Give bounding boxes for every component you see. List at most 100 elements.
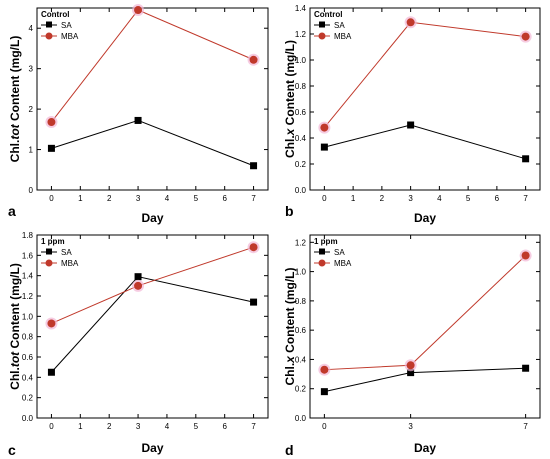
legend-label-sa: SA [334,21,345,30]
series-line-mba [323,21,526,128]
y-tick-label: 0.6 [295,108,307,117]
y-tick-label: 1.0 [295,268,307,277]
data-point-sa [320,143,328,151]
x-tick-label: 5 [194,422,199,431]
x-tick-label: 3 [408,194,413,203]
data-point-mba [320,365,329,374]
y-tick-label: 3 [29,65,34,74]
legend-marker-mba [318,259,326,267]
legend-marker-mba [318,32,326,40]
y-tick-label: 0.6 [295,326,307,335]
series-line-sa [324,367,526,393]
x-tick-label: 6 [222,194,227,203]
y-tick-label: 0.2 [295,385,307,394]
legend-label-mba: MBA [334,259,352,268]
series-line-sa [51,119,254,167]
x-axis-title: Day [414,441,436,455]
y-tick-label: 0.0 [295,186,307,195]
series-line-mba [51,246,254,324]
panel-letter: a [8,203,16,219]
data-point-sa [47,368,55,376]
chart-panel-d: 0 3 7 0.0 0.2 0.4 0.6 0.8 1.0 1.2 Day Chl.x Content… [283,234,541,458]
legend-marker-sa [46,21,52,28]
series-line-sa [324,124,526,160]
panel-letter: d [285,442,294,458]
plot-frame [309,234,541,419]
data-point-sa [250,162,258,170]
x-tick-label: 3 [136,422,141,431]
y-tick-label: 1.2 [295,30,307,39]
data-point-mba [406,361,415,370]
x-tick-label: 5 [466,194,471,203]
data-point-mba [249,55,258,64]
data-point-sa [134,273,142,281]
y-tick-label: 1.2 [22,292,34,301]
x-tick-label: 3 [136,194,141,203]
x-tick-label: 7 [523,422,528,431]
legend-label-sa: SA [334,248,345,257]
chart-panel-c: 0 1 2 3 4 5 6 7 0.0 0.2 0.4 0.6 0.8 1.0 1.2 1.4 1.6 1.8 Da… [8,231,269,458]
x-tick-label: 7 [251,422,256,431]
x-tick-label: 1 [78,194,83,203]
y-axis-title: Chl.tot Content (mg/L) [8,263,22,390]
data-point-mba [134,6,143,15]
x-tick-label: 3 [408,422,413,431]
x-tick-label: 1 [351,194,356,203]
x-tick-label: 4 [437,194,442,203]
y-tick-label: 1.8 [22,231,34,240]
x-tick-label: 6 [222,422,227,431]
plot-frame [309,7,541,191]
y-tick-label: 1.0 [295,56,307,65]
y-tick-label: 0.2 [295,160,307,169]
data-point-mba [47,118,56,127]
legend-marker-sa [319,248,325,255]
y-tick-label: 1.2 [295,238,307,247]
x-tick-label: 6 [495,194,500,203]
plot-frame [36,234,269,419]
y-tick-label: 1 [29,146,34,155]
x-tick-label: 0 [49,194,54,203]
x-tick-label: 2 [107,194,112,203]
x-tick-label: 0 [49,422,54,431]
legend-label-mba: MBA [61,32,79,41]
y-tick-label: 0.8 [295,82,307,91]
y-tick-label: 0.8 [22,333,34,342]
y-tick-label: 0.2 [22,394,34,403]
legend-title: 1 ppm [41,237,65,246]
data-point-sa [407,121,415,129]
y-axis-title: Chl.x Content (mg/L) [283,267,297,385]
data-point-sa [407,369,415,377]
x-tick-label: 2 [107,422,112,431]
y-tick-label: 0.4 [22,373,34,382]
data-point-sa [320,388,328,396]
legend-marker-sa [319,21,325,28]
x-axis-title: Day [141,211,163,225]
x-tick-label: 0 [322,194,327,203]
y-tick-label: 0 [29,186,34,195]
x-tick-label: 7 [251,194,256,203]
data-point-mba [521,251,530,260]
legend-label-sa: SA [61,248,72,257]
legend-title: Control [41,10,69,19]
x-tick-label: 7 [523,194,528,203]
y-tick-label: 0.0 [22,414,34,423]
y-tick-label: 1.6 [22,251,34,260]
y-tick-label: 0.6 [22,353,34,362]
data-point-sa [522,364,530,372]
legend-label-mba: MBA [334,32,352,41]
x-axis-title: Day [141,441,163,455]
y-tick-label: 1.0 [22,312,34,321]
series-line-mba [324,255,526,371]
y-axis-title: Chl.x Content (mg/L) [283,40,297,158]
data-point-sa [47,144,55,152]
y-tick-label: 0.8 [295,297,307,306]
plot-frame [36,7,269,191]
data-point-sa [134,116,142,124]
y-tick-label: 0.4 [295,134,307,143]
x-tick-label: 5 [194,194,199,203]
y-axis-title: Chl.tot Content (mg/L) [8,36,22,163]
y-tick-label: 0.0 [295,414,307,423]
legend-marker-mba [45,259,53,267]
